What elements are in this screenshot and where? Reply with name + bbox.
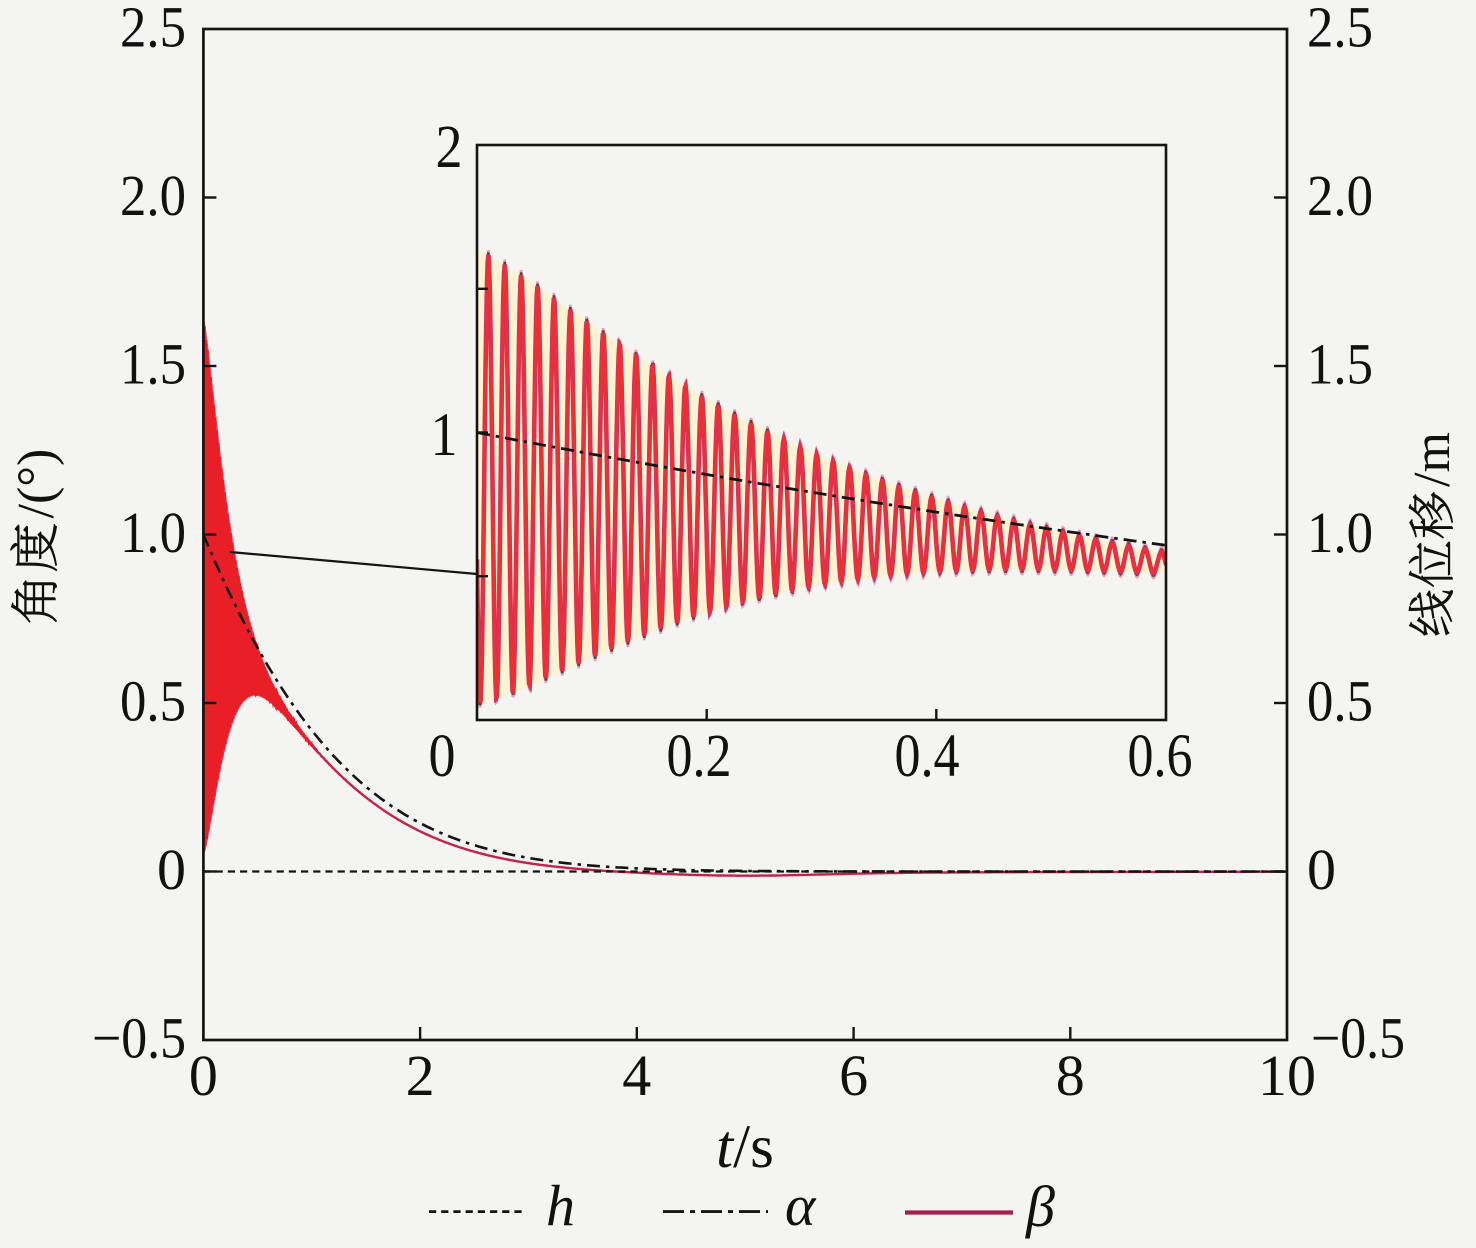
svg-text:0.2: 0.2 [667, 723, 732, 790]
svg-text:0.6: 0.6 [1128, 723, 1193, 790]
svg-text:8: 8 [1056, 1043, 1085, 1108]
svg-text:2.0: 2.0 [1307, 163, 1373, 228]
svg-text:/m: /m [1404, 432, 1461, 487]
svg-text:h: h [546, 1173, 575, 1238]
svg-text:−0.5: −0.5 [92, 1006, 186, 1071]
svg-text:0: 0 [429, 723, 456, 790]
svg-text:/(°): /(°) [8, 449, 65, 519]
svg-text:1.5: 1.5 [1307, 332, 1373, 397]
svg-text:0: 0 [1307, 837, 1336, 902]
svg-text:t/s: t/s [716, 1114, 774, 1181]
svg-text:−0.5: −0.5 [1311, 1006, 1405, 1071]
svg-text:0: 0 [189, 1043, 218, 1108]
svg-text:2.5: 2.5 [1307, 0, 1373, 60]
svg-text:1.5: 1.5 [120, 332, 186, 397]
svg-text:0.4: 0.4 [895, 723, 960, 790]
svg-text:2.0: 2.0 [120, 163, 186, 228]
svg-text:10: 10 [1258, 1043, 1316, 1108]
svg-text:2: 2 [406, 1043, 435, 1108]
svg-text:β: β [1025, 1174, 1055, 1239]
svg-text:4: 4 [622, 1043, 651, 1108]
svg-text:1: 1 [431, 402, 458, 469]
svg-text:0.5: 0.5 [120, 669, 186, 734]
svg-text:1.0: 1.0 [1307, 500, 1373, 565]
svg-text:6: 6 [839, 1043, 868, 1108]
svg-text:0.5: 0.5 [1307, 669, 1373, 734]
svg-text:2: 2 [436, 114, 463, 181]
svg-text:0: 0 [157, 837, 186, 902]
svg-text:α: α [785, 1173, 817, 1238]
svg-text:2.5: 2.5 [120, 0, 186, 60]
svg-text:1.0: 1.0 [120, 500, 186, 565]
